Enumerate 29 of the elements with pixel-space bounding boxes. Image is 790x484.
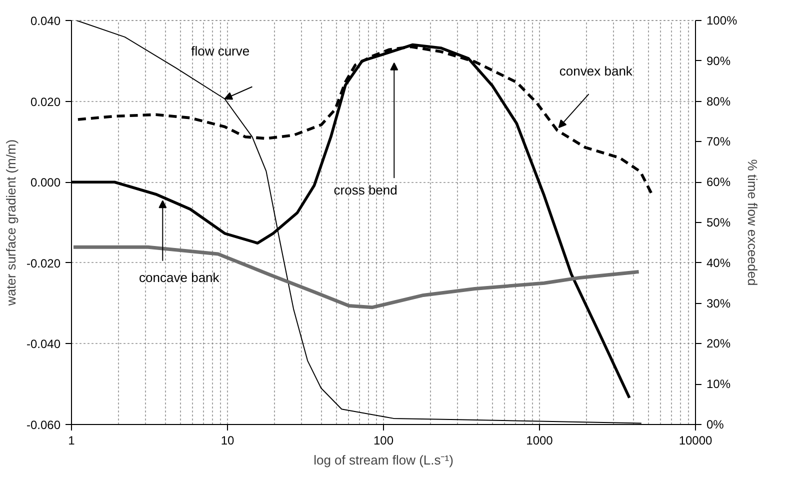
y2-tick-label: 100% (706, 14, 738, 28)
x-tick-label: 10 (220, 434, 234, 448)
y2-tick-label: 20% (706, 336, 731, 351)
y2-tick-label: 60% (706, 175, 731, 190)
x-tick-label: 1000 (526, 434, 554, 448)
x-tick-label: 1 (68, 434, 76, 448)
y2-tick-label: 90% (706, 54, 731, 68)
y-tick-label: -0.060 (26, 418, 61, 432)
y-axis-title: water surface gradient (m/m) (3, 139, 18, 307)
y-tick-label: 0.040 (30, 14, 61, 28)
y-tick-label: -0.020 (26, 256, 61, 270)
y2-tick-label: 30% (706, 296, 731, 310)
y2-tick-label: 10% (706, 377, 731, 392)
y-tick-label: 0.020 (30, 94, 61, 109)
y-tick-label: -0.040 (26, 337, 61, 352)
text: convex bank (559, 64, 633, 78)
series-label: cross bend (334, 182, 398, 198)
y2-tick-label: 50% (706, 216, 731, 230)
y2-tick-label: 80% (706, 94, 731, 108)
series-label: concave bank (139, 270, 220, 285)
series-label: flow curve (191, 43, 250, 58)
y2-tick-label: 70% (706, 134, 731, 149)
y2-tick-label: 40% (706, 256, 731, 270)
y2-tick-label: 0% (706, 418, 724, 432)
y2-axis-title: % time flow exceeded (745, 159, 760, 286)
x-tick-label: 100 (373, 434, 394, 448)
x-tick-label: 10000 (678, 434, 713, 448)
y-tick-label: 0.000 (30, 176, 61, 190)
x-axis-title: log of stream flow (L.s⁻¹) (314, 452, 454, 468)
